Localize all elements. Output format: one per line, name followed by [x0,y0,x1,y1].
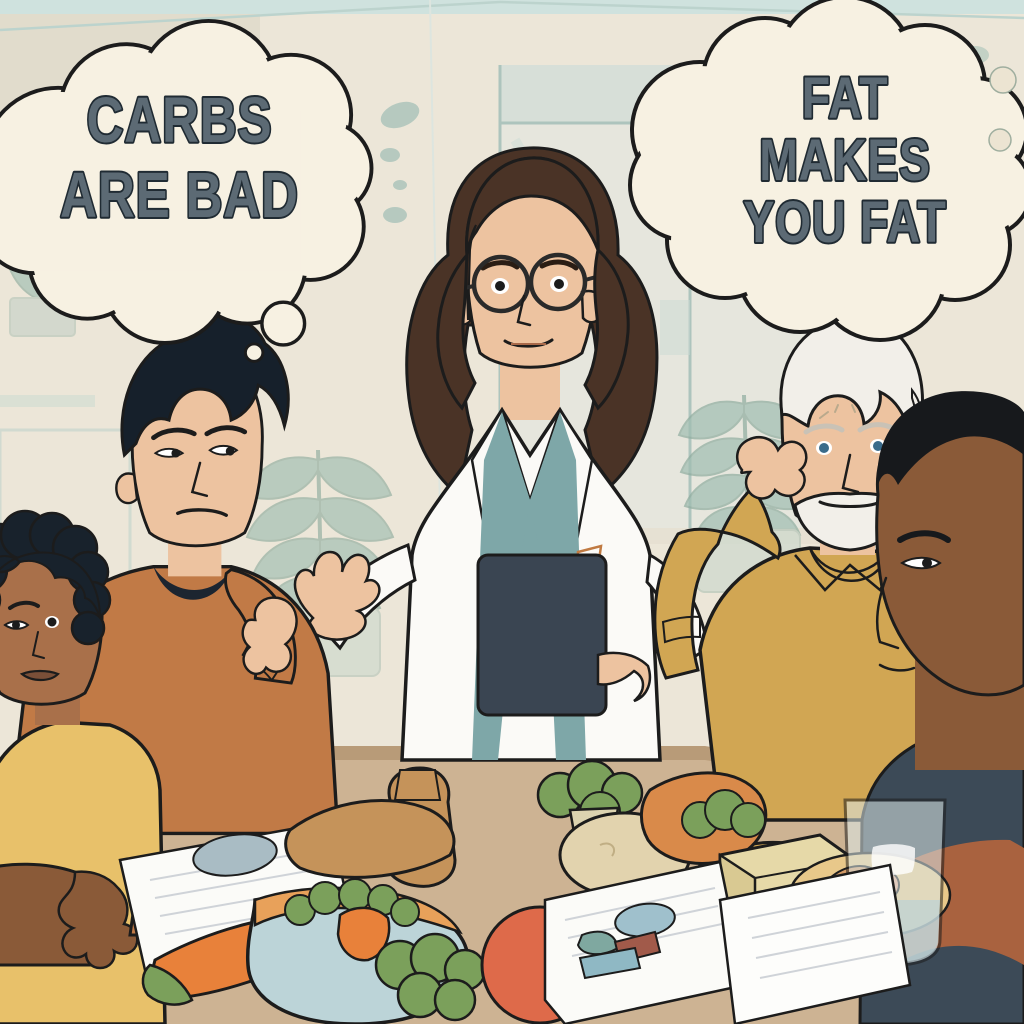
svg-text:MAKES: MAKES [759,128,931,193]
svg-text:CARBS: CARBS [86,86,272,157]
svg-text:ARE BAD: ARE BAD [60,161,299,232]
svg-text:YOU FAT: YOU FAT [743,190,946,255]
svg-text:FAT: FAT [802,66,889,131]
